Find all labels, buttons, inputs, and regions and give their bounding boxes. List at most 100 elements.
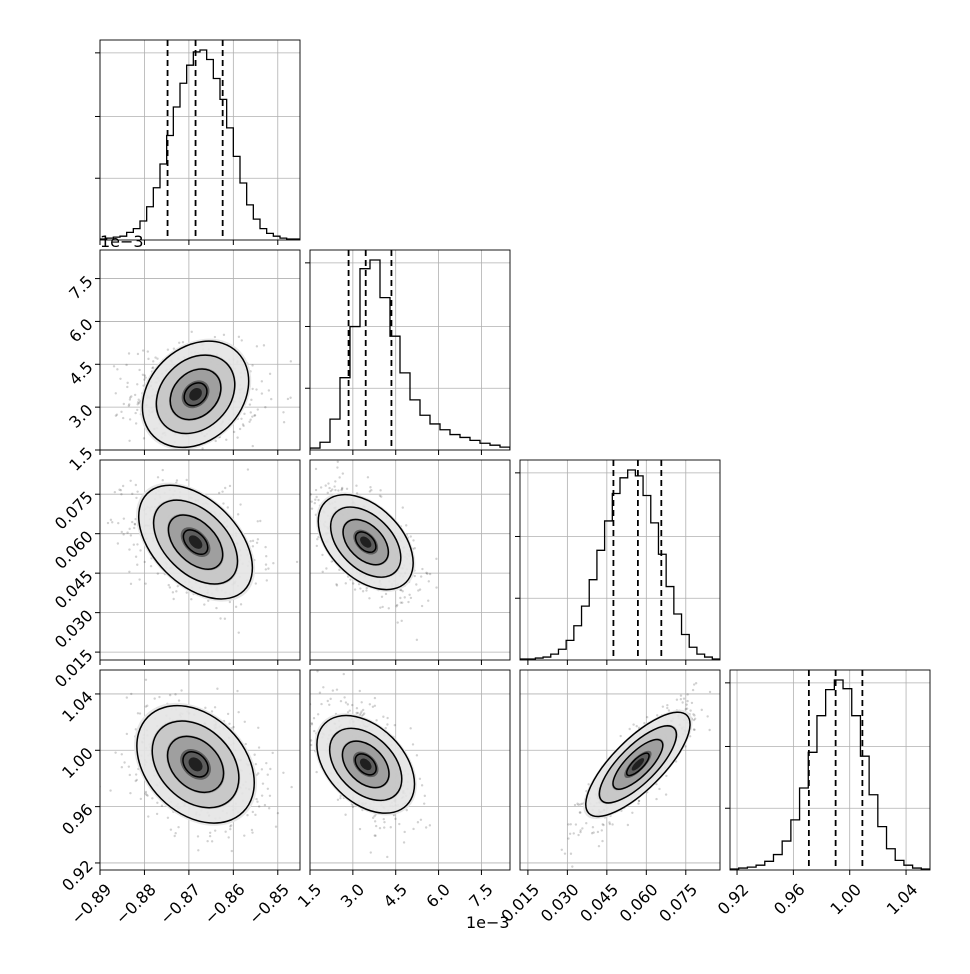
scatter-point	[694, 681, 698, 685]
scatter-point	[393, 723, 397, 727]
scatter-point	[373, 814, 376, 818]
y-tick-label: 6.0	[65, 315, 96, 346]
scatter-point	[679, 694, 683, 697]
scatter-point	[121, 416, 125, 420]
scatter-point	[386, 716, 389, 720]
scatter-point	[675, 698, 679, 701]
scatter-point	[303, 689, 305, 691]
scatter-point	[228, 722, 231, 725]
scatter-point	[369, 486, 372, 489]
scatter-point	[572, 832, 575, 835]
scatter-point	[282, 411, 285, 414]
scatter-point	[256, 538, 260, 541]
scatter-point	[116, 368, 119, 371]
scatter-point	[155, 812, 159, 816]
x-tick-label: 0.045	[576, 880, 622, 926]
scatter-point	[97, 728, 99, 730]
scatter-point	[161, 479, 164, 482]
scatter-point	[203, 603, 206, 606]
contour-line	[354, 753, 377, 776]
scatter-point	[292, 678, 294, 680]
scatter-point	[402, 841, 406, 844]
histogram-line	[100, 49, 300, 240]
scatter-point	[263, 803, 267, 807]
scatter-point	[645, 715, 649, 719]
scatter-point	[408, 593, 411, 596]
scatter-point	[136, 352, 140, 356]
panel-1-1	[305, 249, 511, 455]
scatter-point	[573, 803, 577, 807]
scatter-point	[128, 773, 131, 777]
y-tick-label: 1.00	[58, 744, 97, 783]
scatter-point	[637, 799, 641, 803]
scatter-point	[112, 365, 116, 368]
scatter-point	[257, 772, 260, 775]
scatter-point	[379, 606, 382, 609]
scatter-point	[428, 572, 432, 576]
scatter-point	[359, 712, 362, 715]
scatter-point	[147, 815, 150, 818]
scatter-point	[428, 824, 432, 827]
scatter-point	[154, 356, 157, 359]
scatter-point	[114, 751, 117, 754]
scatter-point	[382, 715, 385, 718]
scatter-point	[635, 724, 638, 728]
scatter-point	[344, 582, 347, 585]
scatter-point	[255, 797, 258, 801]
scatter-point	[166, 816, 170, 819]
offset-label-x: 1e−3	[466, 913, 510, 932]
scatter-point	[333, 485, 336, 488]
scatter-point	[130, 692, 133, 696]
scatter-point	[131, 492, 134, 496]
scatter-point	[381, 605, 384, 609]
scatter-point	[361, 713, 365, 716]
panel-2-1	[309, 459, 511, 665]
scatter-point	[700, 708, 703, 712]
panel-frame	[519, 459, 721, 661]
scatter-point	[122, 517, 126, 520]
scatter-point	[335, 688, 339, 691]
scatter-point	[378, 826, 382, 830]
scatter-point	[230, 849, 233, 853]
scatter-point	[679, 698, 683, 701]
scatter-point	[129, 479, 132, 483]
scatter-point	[156, 357, 159, 360]
scatter-point	[127, 352, 131, 355]
scatter-point	[721, 678, 723, 680]
scatter-point	[346, 703, 350, 706]
scatter-point	[144, 792, 147, 795]
scatter-point	[348, 709, 351, 712]
scatter-point	[581, 827, 584, 830]
scatter-point	[134, 728, 138, 731]
scatter-point	[174, 693, 177, 696]
scatter-point	[690, 701, 694, 705]
scatter-point	[167, 583, 170, 587]
scatter-point	[370, 489, 373, 492]
scatter-point	[121, 484, 125, 488]
density-fill	[188, 757, 203, 772]
scatter-point	[423, 802, 426, 805]
scatter-point	[571, 865, 574, 868]
scatter-point	[257, 805, 261, 808]
y-tick-label: 0.015	[51, 645, 97, 691]
scatter-point	[600, 829, 604, 832]
scatter-point	[286, 397, 290, 401]
scatter-point	[289, 360, 293, 363]
y-tick-label: 4.5	[65, 358, 96, 389]
scatter-point	[655, 797, 658, 801]
scatter-point	[210, 710, 214, 713]
scatter-point	[138, 368, 141, 372]
scatter-point	[119, 377, 122, 381]
scatter-point	[318, 691, 322, 694]
scatter-point	[181, 341, 185, 344]
scatter-point	[264, 406, 267, 409]
scatter-point	[380, 495, 383, 498]
scatter-point	[338, 568, 341, 572]
scatter-point	[246, 468, 250, 471]
scatter-point	[171, 450, 173, 452]
scatter-point	[239, 603, 243, 606]
scatter-point	[215, 606, 218, 610]
scatter-point	[128, 439, 131, 442]
scatter-point	[567, 837, 570, 840]
scatter-point	[126, 385, 129, 389]
